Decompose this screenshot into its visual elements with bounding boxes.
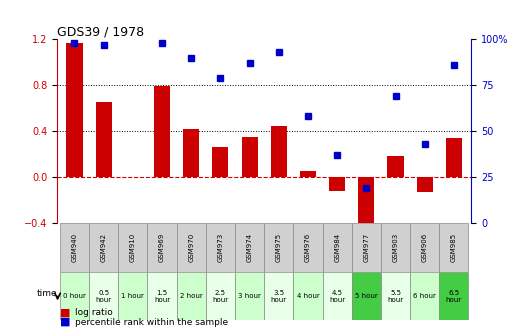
FancyBboxPatch shape (352, 272, 381, 320)
Text: percentile rank within the sample: percentile rank within the sample (75, 318, 228, 327)
FancyBboxPatch shape (352, 223, 381, 272)
Text: 5.5
hour: 5.5 hour (387, 290, 404, 302)
Text: 0 hour: 0 hour (63, 293, 86, 299)
Text: ■: ■ (60, 307, 70, 317)
FancyBboxPatch shape (439, 223, 468, 272)
Text: GSM974: GSM974 (247, 233, 253, 262)
Text: GSM985: GSM985 (451, 233, 457, 262)
Bar (66, 43, 82, 177)
Bar (96, 102, 112, 177)
FancyBboxPatch shape (177, 223, 206, 272)
Bar (154, 86, 170, 177)
Bar (416, 177, 433, 192)
Bar (271, 127, 287, 177)
Text: 1 hour: 1 hour (121, 293, 145, 299)
FancyBboxPatch shape (60, 223, 89, 272)
FancyBboxPatch shape (89, 223, 118, 272)
Text: 6.5
hour: 6.5 hour (446, 290, 462, 302)
FancyBboxPatch shape (235, 272, 264, 320)
Text: 3.5
hour: 3.5 hour (271, 290, 287, 302)
FancyBboxPatch shape (381, 223, 410, 272)
Text: GSM970: GSM970 (188, 232, 194, 262)
Text: GSM942: GSM942 (100, 233, 107, 262)
Bar (212, 147, 228, 177)
Text: GSM984: GSM984 (334, 233, 340, 262)
FancyBboxPatch shape (410, 272, 439, 320)
Text: GSM977: GSM977 (363, 232, 369, 262)
Text: GSM973: GSM973 (218, 232, 223, 262)
FancyBboxPatch shape (148, 272, 177, 320)
Text: ■: ■ (60, 317, 70, 327)
Bar (241, 137, 257, 177)
FancyBboxPatch shape (264, 223, 293, 272)
FancyBboxPatch shape (293, 272, 323, 320)
FancyBboxPatch shape (410, 223, 439, 272)
FancyBboxPatch shape (118, 272, 148, 320)
Text: 3 hour: 3 hour (238, 293, 261, 299)
Bar (300, 171, 316, 177)
Bar (183, 129, 199, 177)
FancyBboxPatch shape (60, 272, 89, 320)
Text: GSM940: GSM940 (71, 233, 78, 262)
Text: 2.5
hour: 2.5 hour (212, 290, 228, 302)
Bar (358, 177, 375, 237)
Text: GDS39 / 1978: GDS39 / 1978 (57, 25, 144, 38)
FancyBboxPatch shape (264, 272, 293, 320)
Text: 0.5
hour: 0.5 hour (96, 290, 112, 302)
Bar (329, 177, 345, 191)
Text: time: time (37, 289, 57, 298)
FancyBboxPatch shape (323, 223, 352, 272)
Text: GSM975: GSM975 (276, 233, 282, 262)
FancyBboxPatch shape (177, 272, 206, 320)
FancyBboxPatch shape (206, 223, 235, 272)
Text: GSM906: GSM906 (422, 232, 428, 262)
FancyBboxPatch shape (235, 223, 264, 272)
Text: GSM910: GSM910 (130, 232, 136, 262)
Text: GSM976: GSM976 (305, 232, 311, 262)
FancyBboxPatch shape (439, 272, 468, 320)
FancyBboxPatch shape (323, 272, 352, 320)
FancyBboxPatch shape (89, 272, 118, 320)
Bar (387, 156, 404, 177)
Text: 6 hour: 6 hour (413, 293, 436, 299)
Text: 4.5
hour: 4.5 hour (329, 290, 345, 302)
Text: 2 hour: 2 hour (180, 293, 203, 299)
FancyBboxPatch shape (148, 223, 177, 272)
FancyBboxPatch shape (118, 223, 148, 272)
Text: log ratio: log ratio (75, 308, 113, 317)
Text: 1.5
hour: 1.5 hour (154, 290, 170, 302)
Text: GSM969: GSM969 (159, 232, 165, 262)
Bar (446, 138, 462, 177)
Text: GSM903: GSM903 (393, 232, 398, 262)
FancyBboxPatch shape (293, 223, 323, 272)
Text: 5 hour: 5 hour (355, 293, 378, 299)
FancyBboxPatch shape (381, 272, 410, 320)
Text: 4 hour: 4 hour (297, 293, 319, 299)
FancyBboxPatch shape (206, 272, 235, 320)
